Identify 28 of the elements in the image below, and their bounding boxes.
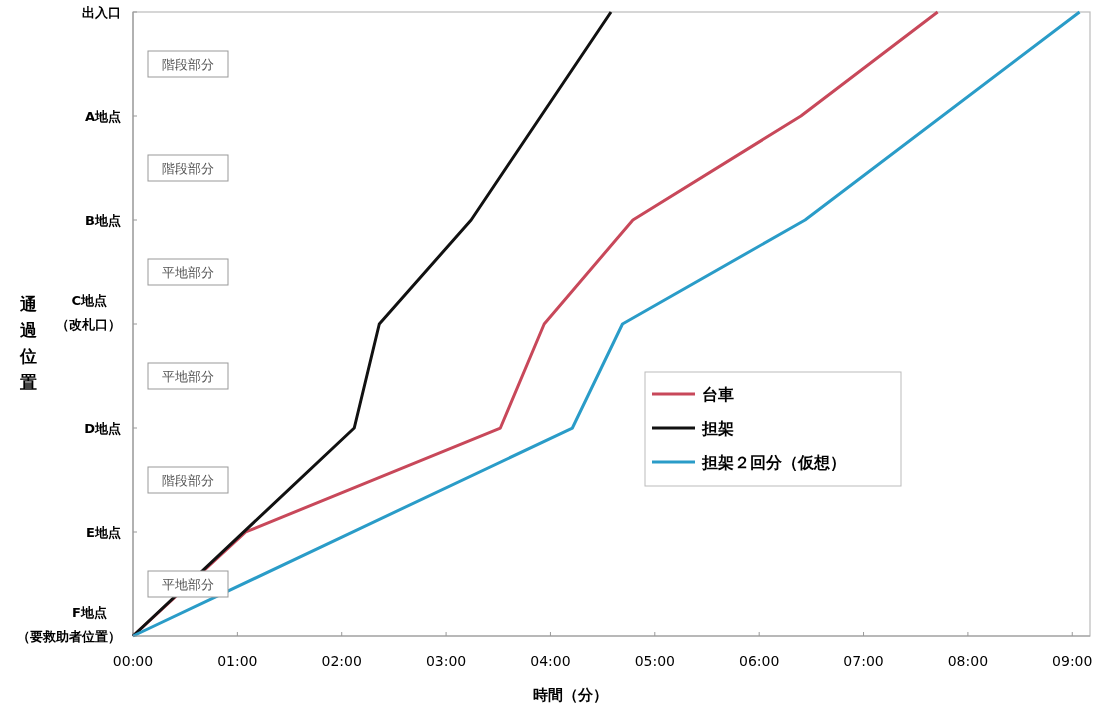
annotation: 平地部分 (162, 577, 214, 592)
x-tick-label: 08:00 (947, 653, 989, 669)
annotation: 階段部分 (162, 57, 214, 72)
x-axis-title: 時間（分） (532, 686, 608, 704)
text: 出入口 (82, 5, 121, 20)
x-tick-label: 05:00 (634, 653, 675, 669)
legend-label: 台車 (702, 385, 734, 404)
x-tick-label: 09:00 (1052, 653, 1093, 669)
legend-label: 担架２回分（仮想） (701, 453, 846, 472)
annotation: 階段部分 (162, 473, 214, 488)
text: A地点 (84, 109, 121, 124)
annotation: 階段部分 (162, 161, 214, 176)
x-tick-label: 01:00 (217, 653, 258, 669)
text: C地点（改札口） (56, 293, 121, 332)
x-tick-label: 00:00 (112, 653, 154, 669)
x-tick-label: 06:00 (738, 653, 780, 669)
annotation: 平地部分 (162, 369, 214, 384)
legend-label: 担架 (701, 419, 734, 438)
y-axis-title: 通過位置 (18, 294, 37, 392)
x-tick-label: 07:00 (843, 653, 884, 669)
x-tick-label: 02:00 (321, 653, 362, 669)
text: D地点 (84, 421, 121, 436)
text: B地点 (85, 213, 121, 228)
text: F地点（要救助者位置） (17, 605, 121, 644)
text: E地点 (86, 525, 121, 540)
x-tick-label: 04:00 (530, 653, 571, 669)
x-tick-label: 03:00 (425, 653, 467, 669)
annotation: 平地部分 (162, 265, 214, 280)
